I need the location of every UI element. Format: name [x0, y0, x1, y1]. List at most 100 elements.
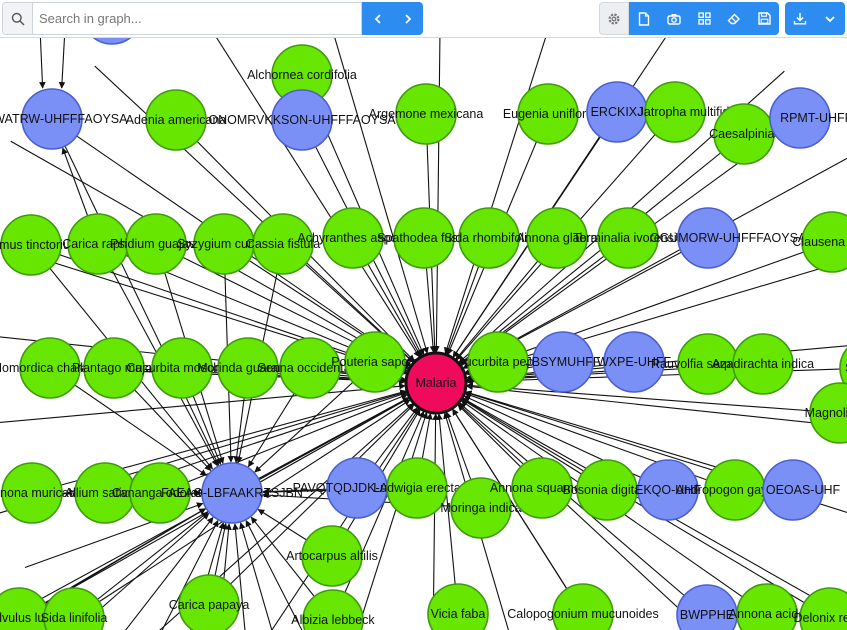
floppy-icon: [757, 12, 771, 25]
graph-node-compound[interactable]: [82, 38, 142, 45]
plant-node-circle: [732, 333, 794, 395]
compound-node-circle: [532, 331, 594, 393]
graph-node-plant[interactable]: Cassia fistula: [246, 213, 320, 275]
graph-node-plant[interactable]: Senna occidentalis: [258, 337, 363, 399]
search-input[interactable]: [33, 3, 358, 34]
graph-node-plant[interactable]: Delonix regia: [794, 587, 847, 630]
graph-node-plant[interactable]: Magnolia: [805, 382, 847, 444]
graph-node-plant[interactable]: Carica papaya: [169, 574, 250, 630]
graph-node-plant[interactable]: Cananga odorata: [112, 462, 209, 524]
graph-node-plant[interactable]: Allium sativum: [65, 462, 146, 524]
graph-node-plant[interactable]: Bosonia digitata: [563, 459, 652, 521]
node-label: Sida linifolia: [41, 611, 108, 625]
save-button[interactable]: [749, 2, 779, 35]
graph-node-plant[interactable]: Moringa indica: [440, 477, 522, 539]
edge-to-compound: [39, 38, 46, 89]
plant-node-circle: [301, 525, 363, 587]
node-label: Psidium guajava: [110, 237, 202, 251]
compound-node-circle: [677, 207, 739, 269]
layout-button[interactable]: [689, 2, 719, 35]
edge-to-hub: [232, 523, 246, 630]
grid-icon: [697, 12, 711, 25]
graph-node-plant[interactable]: Morinda guaranea: [197, 337, 299, 399]
graph-node-compound[interactable]: OEOAS-UHF: [762, 459, 841, 521]
graph-node-plant[interactable]: Albizia lebbeck: [291, 589, 375, 630]
search-box[interactable]: [2, 2, 362, 35]
prev-result-button[interactable]: [362, 2, 393, 35]
graph-canvas[interactable]: Alchornea cordifolia XXWATRW-UHFFFAOYSAAd…: [0, 38, 847, 630]
graph-node-plant[interactable]: Spat: [839, 338, 847, 398]
graph-node-plant[interactable]: Cucurbita moschata: [126, 337, 238, 399]
graph-node-plant[interactable]: Psidium guajava: [110, 213, 202, 275]
graph-node-compound[interactable]: EKQO-UHF: [635, 459, 701, 521]
graph-node-plant[interactable]: Annona glabra: [516, 207, 598, 269]
graph-node-plant[interactable]: Calopogonium mucunoides: [507, 583, 659, 630]
graph-node-plant[interactable]: Adenia americana: [126, 89, 227, 151]
graph-node-plant[interactable]: Jatropha multifida: [638, 81, 737, 143]
graph-node-plant[interactable]: Clausena lansium: [792, 211, 847, 273]
node-label: Cucurbita pepo: [456, 355, 541, 369]
graph-node-plant[interactable]: Annona acida: [729, 583, 806, 630]
download-button[interactable]: [785, 2, 815, 35]
edge-to-hub: [161, 520, 219, 630]
screenshot-button[interactable]: [659, 2, 689, 35]
graph-node-plant[interactable]: Momordica charantia: [0, 337, 108, 399]
node-label: Annona muricata: [0, 486, 79, 500]
graph-node-compound[interactable]: WXPE-UHFF: [597, 331, 672, 393]
graph-node-plant[interactable]: Syzygium cumini: [177, 213, 271, 275]
graph-node-plant[interactable]: Carica rapha: [62, 213, 134, 275]
plant-node-circle: [393, 207, 455, 269]
graph-node-compound[interactable]: FAEAO-LBFAAKRZSJBN: [161, 462, 303, 524]
graph-node-plant[interactable]: Plantago major: [72, 337, 156, 399]
edge-to-hub: [245, 520, 303, 630]
download-dropdown-button[interactable]: [815, 2, 845, 35]
graph-node-compound[interactable]: ERCKIXJ: [586, 81, 648, 143]
graph-node-plant[interactable]: Terminalia ivorensis: [573, 207, 683, 269]
edge-to-malaria: [443, 412, 509, 630]
compound-node-circle: [201, 462, 263, 524]
node-label: Clausena lansium: [792, 235, 847, 249]
node-label: Pouteria sapota: [331, 355, 419, 369]
graph-node-plant[interactable]: Azadirachta indica: [712, 333, 814, 395]
graph-node-plant[interactable]: Spathodea fusca: [377, 207, 471, 269]
edge-to-malaria: [332, 410, 425, 621]
node-label: Artocarpus altilis: [286, 549, 378, 563]
graph-node-plant[interactable]: Achyranthes aspera: [297, 207, 409, 269]
plant-node-circle: [19, 337, 81, 399]
graph-node-compound[interactable]: XXWATRW-UHFFFAOYSA: [0, 88, 128, 150]
file-button[interactable]: [629, 2, 659, 35]
node-label: Plantago major: [72, 361, 156, 375]
graph-node-plant[interactable]: Alchornea cordifolia: [247, 44, 357, 106]
graph-node-plant[interactable]: Sida linifolia: [41, 587, 108, 630]
graph-node-compound[interactable]: OGUMORW-UHFFFAOYSA: [650, 207, 807, 269]
graph-node-plant[interactable]: Annona muricata: [0, 462, 79, 524]
plant-node-circle: [576, 459, 638, 521]
plant-node-circle: [83, 337, 145, 399]
graph-node-compound[interactable]: RPMT-UHFFF: [769, 87, 847, 149]
graph-node-plant[interactable]: Argemone mexicana: [369, 83, 484, 145]
graph-node-plant[interactable]: Eugenia uniflora: [503, 83, 593, 145]
graph-node-plant[interactable]: Vicia faba: [427, 583, 489, 630]
plant-node-circle: [279, 337, 341, 399]
graph-node-plant[interactable]: Sida rhombifolia: [444, 207, 534, 269]
graph-node-plant[interactable]: Pouteria sapota: [331, 331, 419, 393]
node-label: Annona squamosa: [490, 481, 594, 495]
graph-node-compound[interactable]: JBSYMUHFF: [526, 331, 601, 393]
node-label: Allium sativum: [65, 486, 146, 500]
next-result-button[interactable]: [393, 2, 423, 35]
compound-node-circle: [271, 89, 333, 151]
graph-node-disease[interactable]: Malaria: [404, 351, 468, 415]
toolbar: [0, 0, 847, 38]
settings-button[interactable]: [599, 2, 629, 35]
edge-to-malaria: [208, 404, 415, 606]
plant-node-circle: [799, 587, 847, 630]
graph-node-plant[interactable]: Ludwigia erecta: [373, 457, 461, 519]
graph-node-compound[interactable]: ONOMRVKKSON-UHFFFAOYSA: [208, 89, 396, 151]
plant-node-circle: [458, 207, 520, 269]
edge-to-malaria: [463, 395, 669, 491]
graph-node-plant[interactable]: Annona squamosa: [490, 457, 594, 519]
graph-node-plant[interactable]: Tamus tinctorius: [0, 214, 76, 276]
graph-node-plant[interactable]: Artocarpus altilis: [286, 525, 378, 587]
clear-button[interactable]: [719, 2, 749, 35]
graph-node-plant[interactable]: Cucurbita pepo: [456, 331, 541, 393]
